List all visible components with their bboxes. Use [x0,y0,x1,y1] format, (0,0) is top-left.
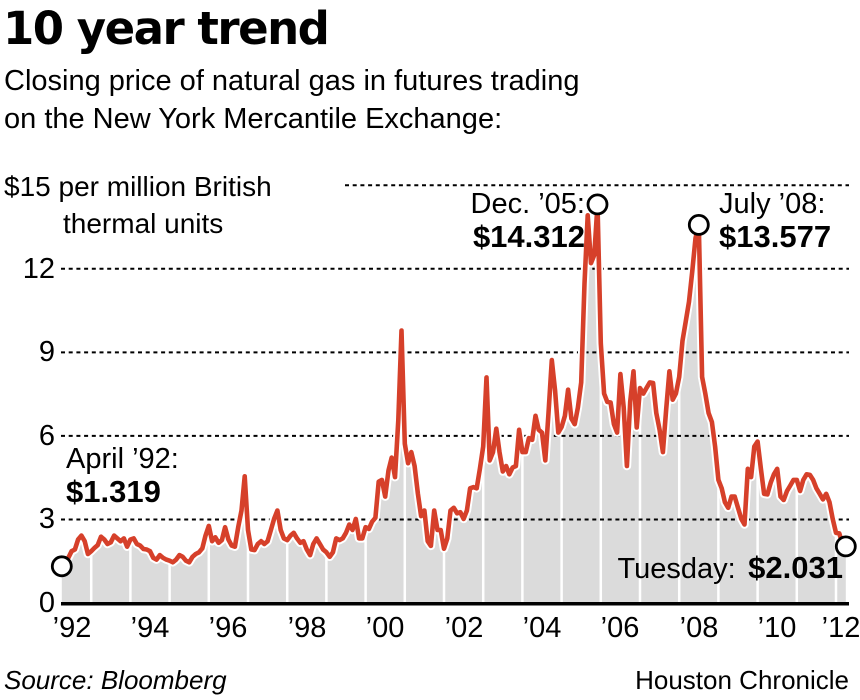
y-tick-label-6: 6 [38,420,55,452]
x-tick-label-1996: ’96 [208,612,248,644]
annotation-april-92: April ’92: $1.319 [66,443,179,509]
x-tick-label-2012: ’12 [821,612,860,644]
subtitle-line-2: on the New York Mercantile Exchange: [4,103,503,135]
x-tick-label-2008: ’08 [679,612,719,644]
marker-july08 [687,213,710,236]
y-axis-unit-line-1: $15 per million British [4,171,272,202]
annotation-april-92-label: April ’92: [66,443,179,475]
x-tick-label-1998: ’98 [287,612,327,644]
price-line [59,202,849,569]
y-tick-label-9: 9 [38,336,55,368]
annotation-dec-05-label: Dec. ’05: [470,188,585,220]
y-tick-label-3: 3 [38,503,55,535]
marker-tuesday [834,535,857,558]
annotation-dec-05: Dec. ’05: $14.312 [470,188,585,254]
x-tick-label-2004: ’04 [522,612,562,644]
page-title: 10 year trend [3,2,330,55]
y-tick-label-0: 0 [38,587,55,619]
marker-april92 [50,555,73,578]
publisher-credit: Houston Chronicle [635,665,849,695]
annotation-tuesday-value: $2.031 [748,550,843,585]
annotation-dec-05-value: $14.312 [472,219,585,254]
subtitle-line-1: Closing price of natural gas in futures … [4,65,580,97]
x-tick-label-1994: ’94 [130,612,170,644]
x-tick-label-1992: ’92 [52,612,92,644]
y-axis-unit-label: $15 per million British thermal units [4,168,272,242]
x-tick-label-2002: ’02 [444,612,484,644]
annotation-july-08-label: July ’08: [719,188,826,220]
annotation-july-08: July ’08: $13.577 [719,188,832,254]
annotation-april-92-value: $1.319 [66,474,161,509]
marker-dec05 [586,193,609,216]
y-axis-unit-line-2: thermal units [63,208,224,239]
area-fill [61,204,846,603]
x-tick-label-2010: ’10 [757,612,797,644]
y-tick-label-12: 12 [22,253,55,285]
chart-subtitle: Closing price of natural gas in futures … [4,62,579,138]
annotation-tuesday: Tuesday: $2.031 [618,551,844,586]
annotation-july-08-value: $13.577 [719,219,832,254]
source-credit: Source: Bloomberg [4,665,227,695]
x-tick-label-2006: ’06 [600,612,640,644]
annotation-tuesday-label: Tuesday: [617,553,736,585]
x-tick-label-2000: ’00 [365,612,405,644]
